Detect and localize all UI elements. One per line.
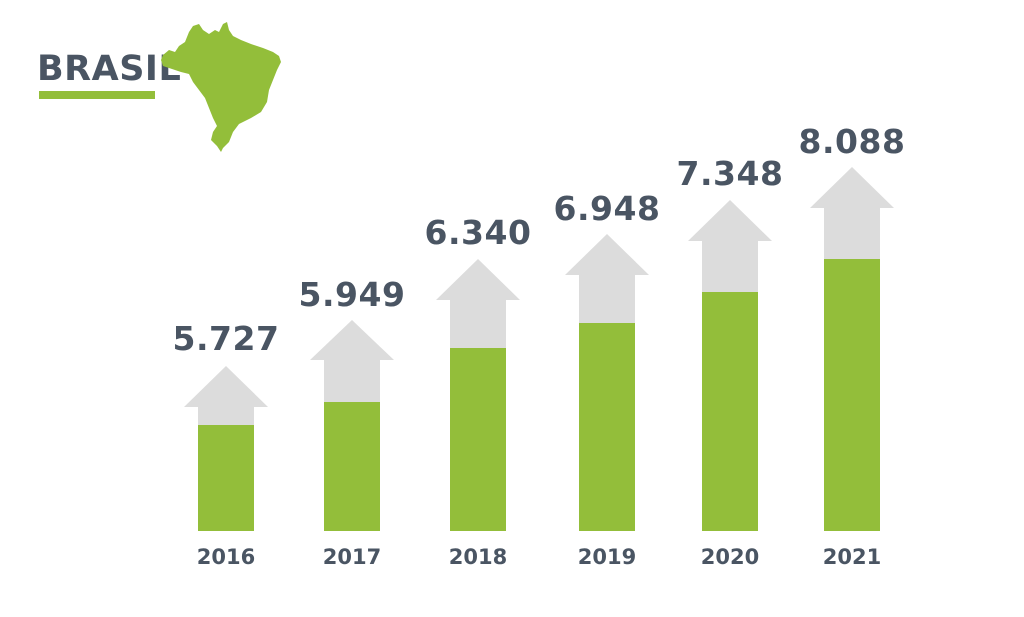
bar-2020 — [688, 200, 772, 531]
year-label-2017: 2017 — [322, 545, 382, 569]
bar-2018 — [436, 259, 520, 531]
value-label-2020: 7.348 — [676, 154, 784, 193]
year-label-2019: 2019 — [577, 545, 637, 569]
bar-2016 — [184, 366, 268, 531]
bar-2019 — [565, 234, 649, 531]
value-label-2016: 5.727 — [172, 319, 280, 358]
brazil-map-icon — [161, 22, 281, 152]
chart-title: BRASIL — [37, 49, 182, 89]
bar-2021 — [810, 167, 894, 531]
bar-2017 — [310, 320, 394, 531]
year-label-2018: 2018 — [448, 545, 508, 569]
value-label-2017: 5.949 — [298, 275, 406, 314]
value-label-2021: 8.088 — [798, 122, 906, 161]
value-label-2018: 6.340 — [424, 213, 532, 252]
value-label-2019: 6.948 — [553, 189, 661, 228]
year-label-2021: 2021 — [822, 545, 882, 569]
year-label-2020: 2020 — [700, 545, 760, 569]
title-underline — [39, 91, 155, 99]
year-label-2016: 2016 — [196, 545, 256, 569]
